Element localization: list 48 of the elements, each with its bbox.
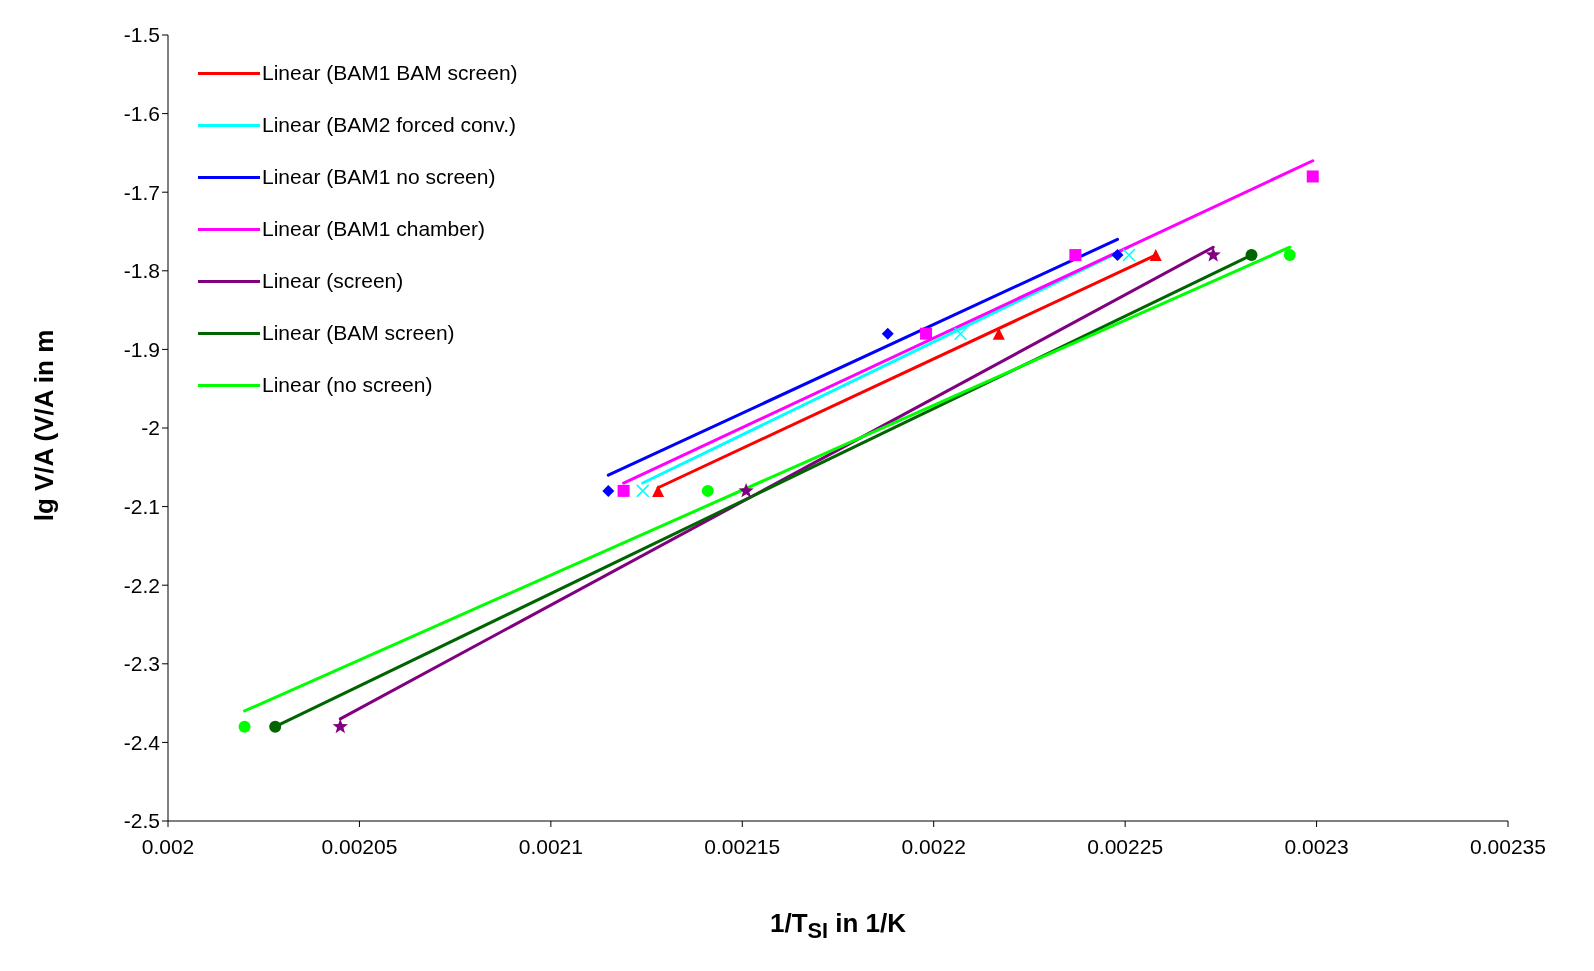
y-tick-label: -2 [141, 416, 160, 440]
y-tick-label: -2.5 [123, 809, 160, 833]
point [602, 484, 615, 497]
legend-label: Linear (BAM1 no screen) [262, 165, 496, 189]
legend-label: Linear (BAM screen) [262, 321, 455, 345]
y-tick-label: -1.5 [123, 23, 160, 47]
point [1245, 249, 1258, 262]
point [701, 484, 714, 497]
point [1069, 249, 1082, 262]
point [738, 482, 754, 498]
y-tick-label: -1.7 [123, 180, 160, 204]
point [635, 484, 650, 498]
point [617, 484, 630, 497]
point [332, 718, 348, 734]
x-tick-label: 0.0023 [1284, 834, 1349, 858]
legend-label: Linear (screen) [262, 269, 404, 293]
y-tick-label: -2.4 [123, 730, 161, 754]
point [652, 484, 665, 497]
y-tick-label: -1.8 [123, 259, 160, 283]
y-axis-title: lg V/A (V/A in m [28, 328, 60, 524]
y-tick-label: -2.1 [123, 495, 160, 519]
y-tick-label: -2.2 [123, 573, 160, 597]
legend-label: Linear (BAM1 chamber) [262, 217, 485, 241]
x-tick-label: 0.00215 [704, 834, 781, 858]
point [269, 720, 282, 733]
point [1111, 249, 1124, 262]
y-tick-label: -1.6 [123, 102, 160, 126]
point [1306, 170, 1319, 183]
y-tick-label: -2.3 [123, 652, 160, 676]
x-tick-label: 0.0021 [518, 834, 583, 858]
point [920, 327, 933, 340]
point [881, 327, 894, 340]
point [953, 326, 968, 341]
x-tick-label: 0.0022 [901, 834, 966, 858]
y-tick-label: -1.9 [123, 337, 160, 361]
legend-label: Linear (BAM2 forced conv.) [262, 113, 517, 137]
point [238, 720, 251, 733]
x-tick-label: 0.002 [141, 834, 195, 858]
x-tick-label: 0.00225 [1087, 834, 1164, 858]
x-tick-label: 0.00235 [1470, 834, 1546, 858]
point [1283, 249, 1296, 262]
point [1122, 248, 1136, 262]
x-tick-label: 0.00205 [321, 834, 398, 858]
x-axis-title: 1/T$_{SI}$ in 1/K [768, 908, 908, 945]
legend-label: Linear (no screen) [262, 373, 433, 397]
point [1149, 249, 1162, 262]
legend-label: Linear (BAM1 BAM screen) [262, 61, 518, 85]
point [1205, 247, 1221, 262]
